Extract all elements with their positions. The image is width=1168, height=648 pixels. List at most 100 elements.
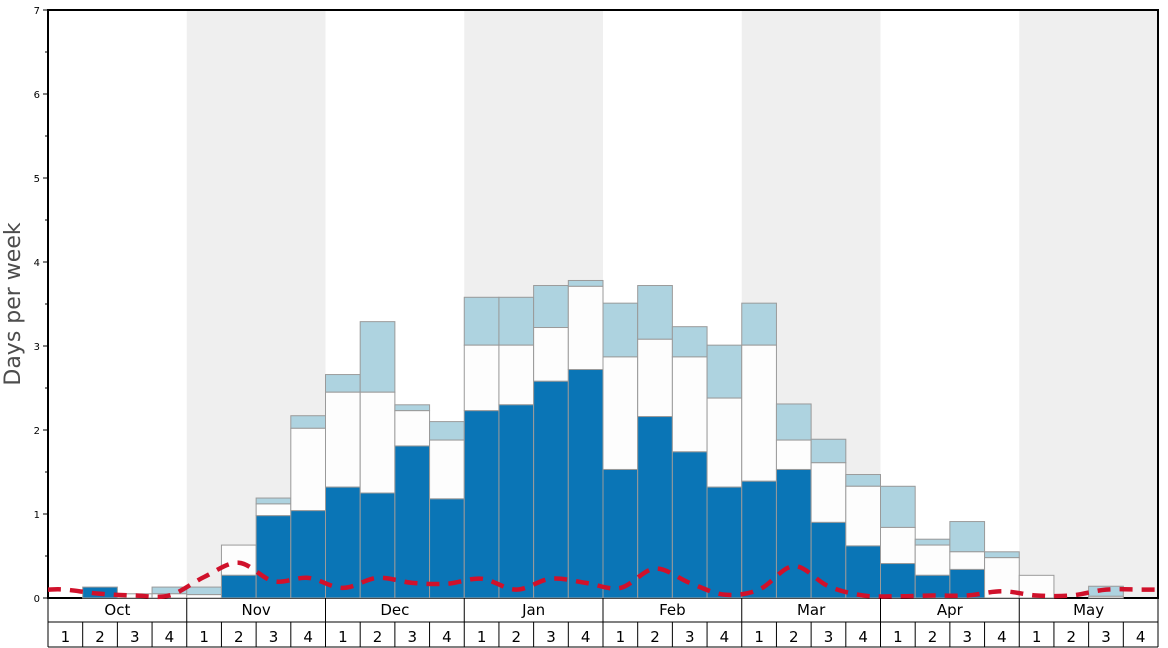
week-label: 1	[199, 628, 209, 646]
bar-bottom	[810, 521, 847, 599]
bar-top	[880, 485, 916, 528]
bar-top	[984, 551, 1020, 559]
bar-middle	[255, 503, 292, 517]
week-label: 2	[1067, 628, 1077, 646]
week-label: 1	[338, 628, 348, 646]
bar-middle	[533, 327, 569, 382]
bar-bottom	[463, 410, 500, 599]
month-label: Feb	[659, 601, 686, 619]
y-tick-label: 5	[34, 174, 40, 185]
bar-middle	[914, 544, 951, 576]
bar-middle	[1018, 574, 1055, 599]
month-label: Nov	[241, 601, 270, 619]
y-axis: 0 1 2 3 4 5 6 7	[34, 6, 48, 605]
bar-middle	[567, 285, 604, 371]
bar-middle	[775, 439, 812, 470]
month-label: Jan	[521, 601, 545, 619]
month-label: May	[1073, 601, 1104, 619]
bar-bottom	[394, 445, 431, 599]
y-tick-label: 7	[34, 6, 40, 17]
bar-top	[810, 438, 847, 464]
bar-middle	[359, 391, 396, 494]
bar-middle	[463, 344, 500, 412]
month-label: Oct	[104, 601, 130, 619]
bar-bottom	[290, 510, 326, 599]
bar-top	[429, 421, 465, 441]
week-label: 3	[1101, 628, 1111, 646]
bar-top	[914, 538, 951, 546]
bar-middle	[325, 391, 361, 488]
week-label: 2	[928, 628, 938, 646]
week-label: 3	[130, 628, 140, 646]
bar-middle	[637, 338, 673, 418]
bar-middle	[671, 356, 708, 453]
week-label: 1	[1032, 628, 1042, 646]
dashed-series-layer	[47, 560, 1158, 600]
bar-bottom	[706, 486, 743, 599]
bar-top	[290, 415, 326, 429]
week-label: 4	[165, 628, 175, 646]
bar-top	[533, 285, 569, 329]
bar-middle	[220, 544, 257, 576]
stacked-bars	[82, 279, 1124, 599]
bar-bottom	[498, 404, 535, 599]
bar-bottom	[602, 468, 639, 599]
week-label: 3	[269, 628, 279, 646]
week-label: 3	[407, 628, 417, 646]
bar-middle	[1088, 595, 1124, 599]
week-label: 1	[754, 628, 764, 646]
week-label: 4	[581, 628, 591, 646]
week-label: 4	[303, 628, 313, 646]
bar-bottom	[671, 451, 708, 599]
bar-top	[845, 474, 881, 487]
y-axis-label: Days per week	[1, 222, 26, 385]
y-tick-label: 0	[34, 594, 40, 605]
y-tick-label: 1	[34, 510, 40, 521]
bar-middle	[810, 462, 847, 523]
bar-middle	[845, 485, 881, 547]
week-label: 3	[685, 628, 695, 646]
y-tick-label: 3	[34, 342, 40, 353]
bar-middle	[706, 397, 743, 488]
bar-top	[325, 374, 361, 393]
bar-middle	[602, 356, 639, 470]
week-label: 2	[95, 628, 105, 646]
bar-bottom	[325, 486, 361, 599]
dashed-series-line	[47, 560, 1158, 600]
bar-bottom	[567, 369, 604, 599]
week-label: 1	[61, 628, 71, 646]
bar-bottom	[637, 416, 673, 599]
week-label: 1	[477, 628, 487, 646]
week-label: 3	[962, 628, 972, 646]
week-label: 4	[442, 628, 452, 646]
month-label: Dec	[380, 601, 409, 619]
week-label: 3	[546, 628, 556, 646]
bar-top	[949, 521, 986, 553]
week-label: 2	[234, 628, 244, 646]
bar-middle	[741, 344, 777, 482]
bar-bottom	[533, 380, 569, 599]
y-tick-label: 4	[34, 258, 40, 269]
bar-top	[498, 296, 535, 346]
week-label: 4	[858, 628, 868, 646]
week-label: 2	[373, 628, 383, 646]
week-label: 3	[824, 628, 834, 646]
bar-bottom	[741, 480, 777, 599]
bar-top	[706, 344, 743, 399]
bar-top	[186, 586, 222, 596]
week-label: 4	[720, 628, 730, 646]
bar-top	[741, 302, 777, 346]
bar-top	[359, 321, 396, 393]
week-label: 2	[789, 628, 799, 646]
week-label: 2	[650, 628, 660, 646]
bar-middle	[880, 526, 916, 565]
bar-bottom	[255, 515, 292, 599]
bar-top	[671, 326, 708, 358]
y-tick-label: 6	[34, 90, 40, 101]
bar-top	[775, 403, 812, 441]
bar-middle	[186, 594, 222, 599]
bar-bottom	[220, 574, 257, 599]
bar-middle	[498, 344, 535, 406]
week-label: 1	[893, 628, 903, 646]
